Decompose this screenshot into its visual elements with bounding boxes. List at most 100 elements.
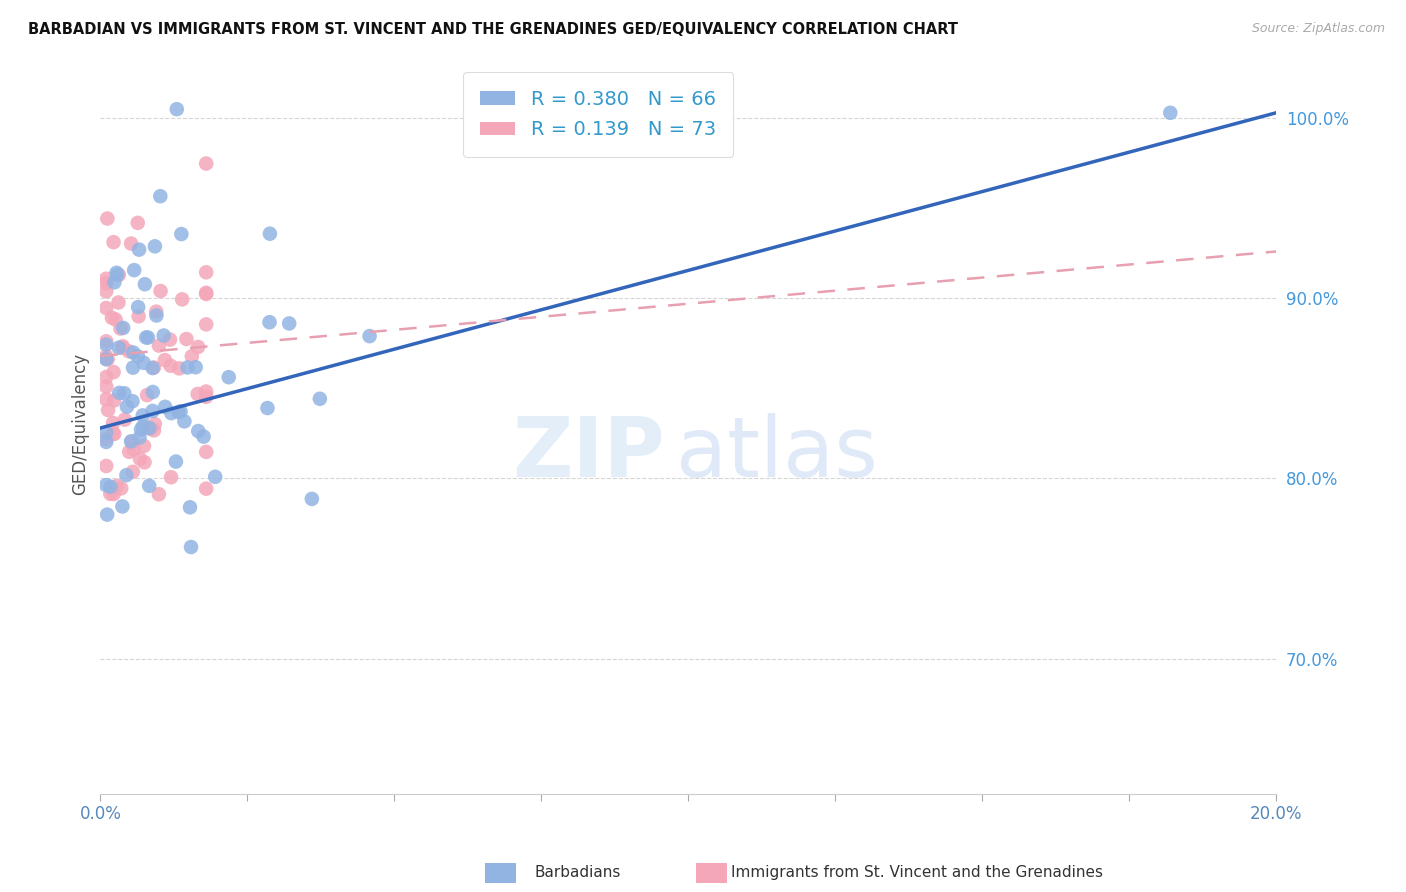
Point <box>173 414 195 428</box>
Point <box>132 409 155 423</box>
Point <box>195 482 218 496</box>
Point <box>142 423 165 437</box>
Point <box>278 317 301 331</box>
Point <box>114 412 136 426</box>
Point <box>195 156 218 170</box>
Point <box>96 434 118 449</box>
Point <box>120 434 142 449</box>
Text: BARBADIAN VS IMMIGRANTS FROM ST. VINCENT AND THE GRENADINES GED/EQUIVALENCY CORR: BARBADIAN VS IMMIGRANTS FROM ST. VINCENT… <box>28 22 957 37</box>
Point <box>145 309 167 323</box>
Point <box>195 384 218 399</box>
Point <box>96 425 118 440</box>
Point <box>96 276 118 290</box>
Point <box>96 271 118 285</box>
Point <box>142 361 165 376</box>
Point <box>96 351 118 366</box>
Point <box>110 321 132 335</box>
Point <box>134 455 156 469</box>
Point <box>148 338 170 352</box>
Point <box>110 481 132 495</box>
Point <box>180 540 202 554</box>
Point <box>138 479 160 493</box>
Point <box>97 352 120 367</box>
Point <box>187 387 209 401</box>
Point <box>134 277 156 292</box>
Point <box>112 386 135 401</box>
Text: Source: ZipAtlas.com: Source: ZipAtlas.com <box>1251 22 1385 36</box>
Point <box>96 301 118 315</box>
Point <box>96 370 118 384</box>
Point <box>172 293 194 307</box>
Point <box>120 236 142 251</box>
Point <box>132 439 155 453</box>
Point <box>111 341 134 355</box>
Point <box>128 243 150 257</box>
Point <box>195 390 218 404</box>
Point <box>145 304 167 318</box>
Point <box>153 400 176 414</box>
Point <box>143 239 166 253</box>
Point <box>132 356 155 370</box>
Point <box>96 379 118 393</box>
Point <box>121 434 143 449</box>
Text: ZIP: ZIP <box>512 414 665 494</box>
Point <box>101 426 124 441</box>
Point <box>127 350 149 364</box>
Point <box>96 458 118 473</box>
Point <box>103 426 125 441</box>
Point <box>118 445 141 459</box>
Point <box>139 422 162 436</box>
Point <box>152 328 174 343</box>
Point <box>167 405 190 419</box>
Point <box>1159 105 1181 120</box>
Point <box>142 404 165 418</box>
Y-axis label: GED/Equivalency: GED/Equivalency <box>72 353 89 495</box>
Point <box>159 359 181 373</box>
Point <box>184 360 207 375</box>
Point <box>108 341 131 355</box>
Point <box>96 392 118 407</box>
Point <box>153 353 176 368</box>
Point <box>143 417 166 431</box>
Point <box>105 266 128 280</box>
Point <box>121 394 143 409</box>
Point <box>180 349 202 363</box>
Point <box>103 276 125 290</box>
Point <box>259 227 281 241</box>
Point <box>136 330 159 344</box>
Point <box>170 227 193 241</box>
Point <box>160 406 183 420</box>
Point <box>107 295 129 310</box>
Point <box>96 337 118 351</box>
Point <box>96 349 118 363</box>
Point <box>195 318 218 332</box>
Point <box>98 487 121 501</box>
Point <box>115 400 138 414</box>
Point <box>136 388 159 402</box>
Point <box>129 451 152 466</box>
Point <box>308 392 330 406</box>
Point <box>179 500 201 515</box>
Point <box>122 442 145 457</box>
Point <box>111 500 134 514</box>
Point <box>127 300 149 314</box>
Point <box>135 330 157 344</box>
Point <box>96 334 118 349</box>
Point <box>167 361 190 376</box>
Point <box>118 344 141 359</box>
Point <box>121 465 143 479</box>
Point <box>122 345 145 359</box>
Point <box>105 268 128 282</box>
Point <box>132 419 155 434</box>
Point <box>101 416 124 430</box>
Point <box>204 470 226 484</box>
Point <box>115 468 138 483</box>
Point <box>193 429 215 443</box>
Point <box>259 315 281 329</box>
Point <box>176 332 198 346</box>
Point <box>195 265 218 279</box>
Text: Barbadians: Barbadians <box>534 865 620 880</box>
Point <box>149 284 172 298</box>
Point <box>122 360 145 375</box>
Point <box>149 189 172 203</box>
